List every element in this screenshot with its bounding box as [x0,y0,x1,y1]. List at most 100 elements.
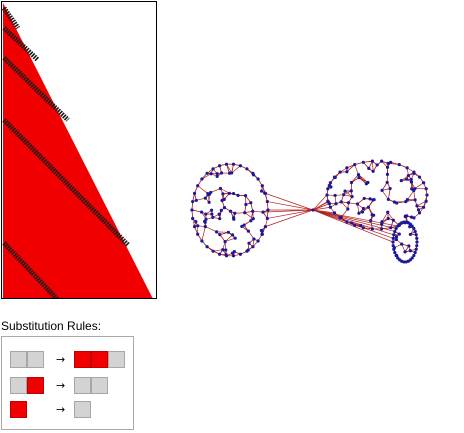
network-node [361,226,365,230]
network-node [211,249,215,253]
stripe-3 [2,56,70,122]
network-node [332,211,337,215]
network-node [415,204,419,208]
network-node [353,162,357,167]
network-node [371,198,375,202]
network-node [357,211,361,215]
network-node [249,201,253,205]
network-node [233,236,237,240]
network-edge [205,226,217,233]
network-node [265,216,269,221]
network-node [218,186,223,191]
network-node [223,239,227,244]
network-node [259,189,264,193]
network-node [222,206,227,210]
network-node [245,249,249,253]
network-node [238,252,242,256]
network-node [361,206,366,211]
network-node [211,215,215,220]
rule-2-lhs-cell-red [27,377,44,394]
network-node [240,224,244,229]
network-node [203,196,207,200]
network-node [407,244,411,248]
network-node [413,198,417,202]
network-node [403,214,408,218]
network-node [192,225,197,229]
network-edge [416,200,427,207]
network-node [385,172,390,176]
network-node [338,216,342,220]
network-node [203,224,207,229]
network-node [395,201,399,205]
network-edge [372,161,374,172]
rule-1-lhs-cell-gray [27,351,44,368]
network-node [233,211,237,215]
network-edge [201,173,212,180]
network-node [205,245,209,249]
network-edge [267,201,314,211]
rule-1-lhs-cell-gray [10,351,27,368]
network-node [196,232,200,236]
network-node [210,212,214,216]
network-node [410,187,414,191]
network-node [405,166,409,170]
network-node [328,181,332,185]
network-edge [340,208,349,218]
network-node [413,250,417,255]
network-node [356,172,361,177]
network-node [412,226,416,231]
network-node [422,205,426,209]
network-node [265,199,269,204]
network-node [414,247,418,251]
network-node [224,162,229,166]
network-node [386,216,390,221]
network-node [389,160,393,164]
network-node [261,210,265,214]
network-node [355,202,360,206]
rule-2-lhs-cell-gray [10,377,27,394]
network-node [260,184,264,188]
network-edge [250,211,254,221]
network-node [345,220,349,224]
network-edge [387,212,394,221]
network-node [397,232,401,236]
network-node [343,189,347,193]
network-node [424,199,428,203]
network-node [370,213,374,217]
network-node [192,191,197,195]
network-node [346,201,351,205]
network-edge [265,193,314,211]
network-node [375,163,379,167]
network-node [362,196,366,201]
network-edge [312,209,394,239]
network-node [408,232,412,237]
network-edge [340,201,349,210]
network-node [326,187,330,191]
network-node [409,215,414,219]
network-edge [381,212,389,222]
network-node [230,233,235,237]
network-edge [224,237,236,242]
network-node [422,181,426,185]
network-node [405,177,409,181]
network-node [368,197,372,201]
network-node [380,222,384,226]
network-node [194,198,198,202]
network-edge [381,190,389,200]
network-node [203,220,207,224]
network-node [194,220,198,224]
network-edge [191,209,202,213]
network-node [366,180,370,185]
network-node [342,193,346,197]
network-node [393,250,397,255]
network-edge [252,210,264,213]
network-node [205,171,209,175]
network-node [209,190,213,195]
rule-1-rhs-cell-gray [108,351,125,368]
network-edge [407,190,414,200]
network-node [416,208,421,212]
network-node [227,171,232,175]
network-node [231,191,236,196]
network-edge [244,212,254,219]
network-node [218,252,222,256]
